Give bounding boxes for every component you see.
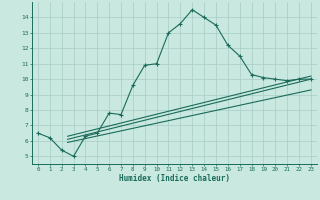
X-axis label: Humidex (Indice chaleur): Humidex (Indice chaleur): [119, 174, 230, 183]
